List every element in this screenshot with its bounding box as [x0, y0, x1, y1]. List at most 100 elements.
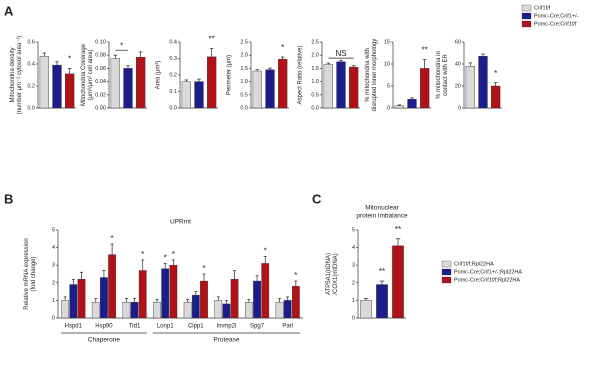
- y-tick-label: 0.00: [95, 105, 106, 111]
- significance: *: [494, 69, 497, 78]
- y-tick-label: 0.4: [169, 39, 177, 45]
- y-tick-label: 0.0: [27, 105, 35, 111]
- bar: [91, 301, 100, 319]
- bar: [77, 279, 86, 319]
- y-tick-label: 5: [387, 83, 390, 89]
- x-tick-label: Lonp1: [157, 324, 174, 330]
- y-tick-label: 0.06: [95, 66, 106, 72]
- y-tick-label: 1.0: [240, 79, 248, 85]
- bar: [420, 68, 430, 109]
- bar: [138, 270, 147, 319]
- bar: [478, 56, 488, 109]
- significance: *: [141, 250, 144, 259]
- bar: [261, 263, 270, 319]
- y-axis-label: (number μm⁻² cytosol area⁻¹): [17, 36, 23, 115]
- y-axis-label: % mitochondria with: [365, 48, 371, 102]
- bar: [169, 265, 178, 319]
- bar: [376, 284, 388, 319]
- legend-label: Pomc-Cre;Crif1f/f: [534, 21, 577, 27]
- bar: [108, 254, 116, 319]
- significance: *: [202, 264, 205, 273]
- bar: [123, 68, 133, 109]
- y-tick-label: 0.4: [27, 61, 35, 67]
- y-tick-label: 0.1: [169, 89, 177, 95]
- bar: [253, 280, 261, 319]
- y-axis-label: ATP5A1(nDNA): [326, 253, 332, 295]
- bar: [161, 268, 170, 319]
- y-tick-label: 20: [455, 83, 461, 89]
- y-tick-label: 2: [52, 280, 55, 286]
- y-tick-label: 0.2: [169, 72, 177, 78]
- bar: [39, 56, 49, 109]
- bar: [394, 105, 404, 109]
- x-tick-label: Hsp90: [95, 324, 113, 330]
- y-tick-label: 40: [455, 61, 461, 67]
- bar: [392, 245, 404, 319]
- significance: *: [164, 254, 167, 263]
- x-tick-label: Hspd1: [65, 324, 83, 330]
- bar: [230, 279, 239, 319]
- significance: **: [209, 35, 215, 44]
- bar: [283, 300, 292, 319]
- bar: [191, 294, 200, 319]
- legend-swatch: [521, 12, 532, 20]
- y-tick-label: 0.6: [27, 39, 35, 45]
- y-axis-label: Perimeter (μm): [227, 55, 233, 95]
- significance: **: [422, 46, 428, 55]
- y-tick-label: 1.5: [311, 66, 319, 72]
- bar: [222, 303, 231, 319]
- panel-letter: B: [4, 191, 13, 206]
- bar: [207, 56, 217, 109]
- y-tick-label: 2: [352, 280, 355, 286]
- legend-swatch: [521, 20, 532, 28]
- bar: [360, 300, 372, 319]
- bar: [183, 301, 192, 319]
- y-tick-label: 0: [387, 105, 390, 111]
- y-axis-label: contact with ER: [443, 53, 449, 95]
- y-tick-label: 2.0: [240, 53, 248, 59]
- y-tick-label: 2.0: [311, 53, 319, 59]
- significance: *: [172, 250, 175, 259]
- significance: *: [281, 43, 284, 52]
- bar: [245, 301, 253, 319]
- y-tick-label: 4: [352, 245, 355, 251]
- panel-letter: C: [312, 191, 322, 206]
- y-tick-label: 0.0: [240, 105, 248, 111]
- group-label: Chaperone: [88, 337, 121, 344]
- y-axis-label: Relative mRNA expression: [24, 238, 30, 309]
- panel-letter: A: [4, 3, 14, 18]
- bar: [153, 301, 161, 319]
- significance: *: [294, 271, 297, 280]
- y-tick-label: 0: [458, 105, 461, 111]
- y-tick-label: 60: [455, 39, 461, 45]
- y-tick-label: 0.10: [95, 39, 106, 45]
- legend-label: Crif1f/f: [534, 5, 551, 11]
- bar: [100, 277, 108, 319]
- bar: [130, 301, 139, 319]
- bar: [181, 81, 191, 109]
- bar: [407, 98, 417, 109]
- y-axis-label: (μm²/μm² cell area): [88, 50, 94, 101]
- y-tick-label: 0: [52, 315, 55, 321]
- y-tick-label: 0.0: [169, 105, 177, 111]
- significance: *: [264, 247, 267, 256]
- bar: [65, 73, 75, 109]
- bar: [349, 66, 359, 109]
- y-tick-label: 0.0: [311, 105, 319, 111]
- bar: [323, 64, 333, 109]
- significance: NS: [335, 49, 346, 58]
- y-tick-label: 0.02: [95, 92, 106, 98]
- legend-label: Pomc-Cre;Crif1+/-;Rpl22HA: [454, 269, 522, 275]
- y-tick-label: 1.5: [240, 66, 248, 72]
- bar: [278, 58, 288, 109]
- significance: *: [111, 234, 114, 243]
- bar: [110, 58, 120, 109]
- x-tick-label: Tid1: [129, 324, 141, 330]
- significance: **: [379, 267, 385, 276]
- legend-swatch: [441, 276, 452, 284]
- bar: [136, 56, 146, 109]
- bar: [252, 70, 262, 109]
- y-axis-label: (fold change): [31, 256, 37, 291]
- bar: [265, 69, 275, 109]
